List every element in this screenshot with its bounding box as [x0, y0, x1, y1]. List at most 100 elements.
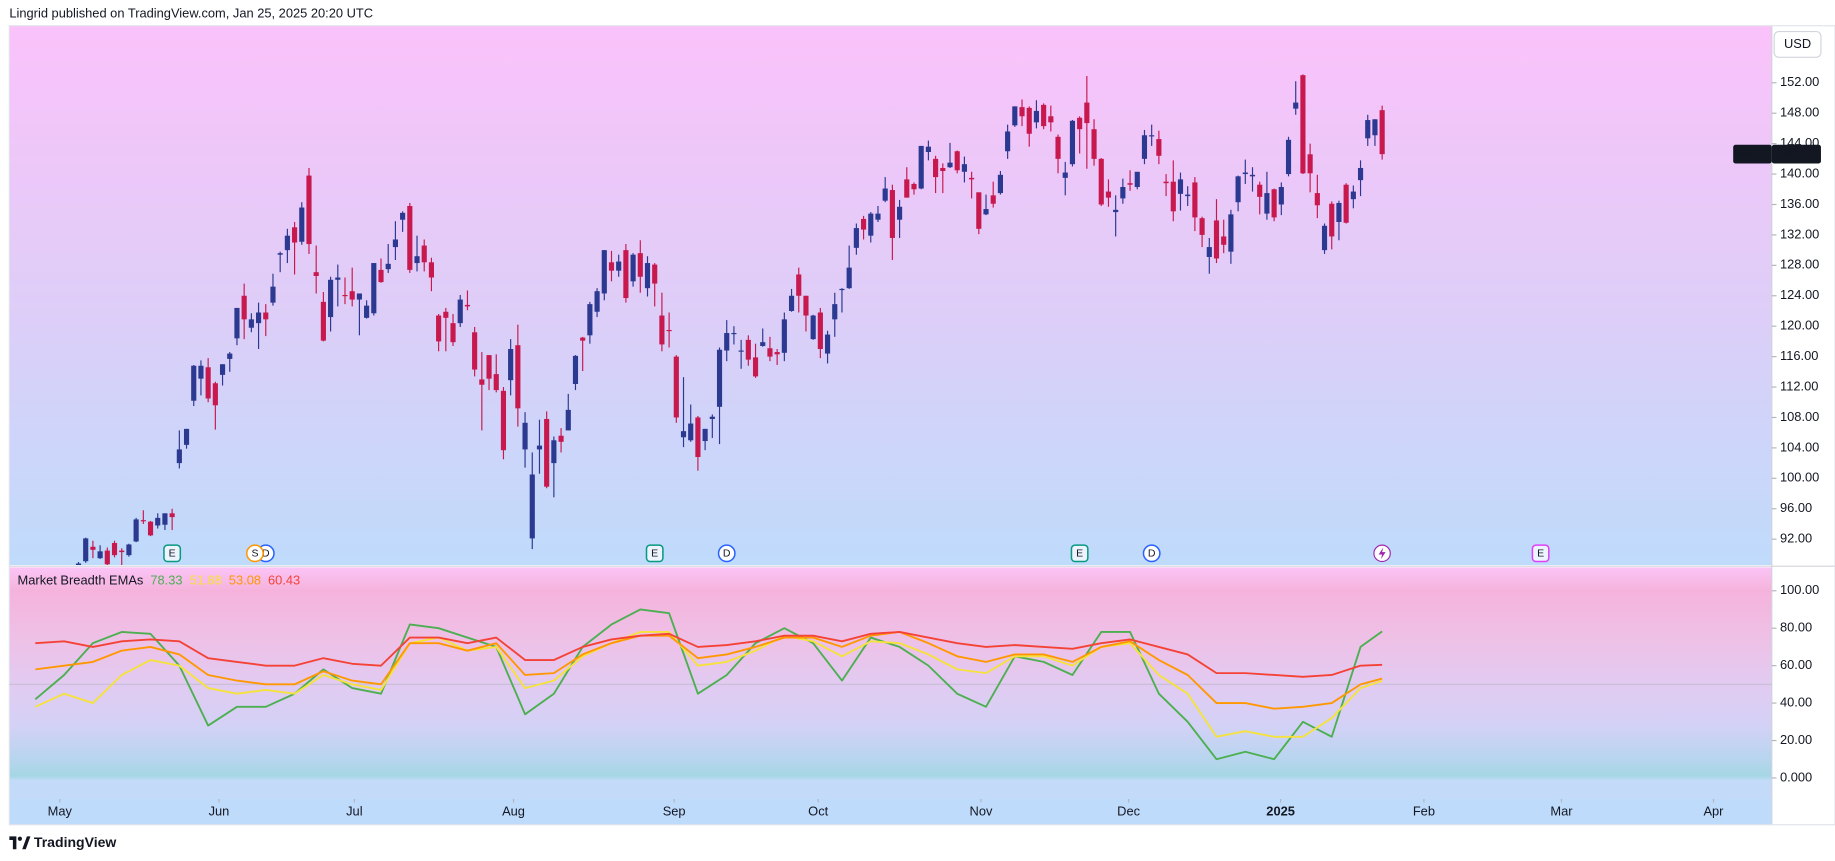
y-tick-label: 96.00 [1780, 500, 1812, 515]
candle-body [558, 435, 564, 442]
candle-body [104, 550, 110, 565]
candle-body [1156, 139, 1162, 156]
candle-body [270, 286, 276, 303]
candle-body [1084, 102, 1090, 124]
candle-body [997, 174, 1003, 194]
candle-body [522, 422, 528, 450]
candle-body [162, 513, 168, 525]
x-tick-label: Nov [970, 803, 993, 818]
last-price-badge [1771, 144, 1821, 164]
y-tick-label: 116.00 [1780, 348, 1818, 363]
candle-body [659, 315, 665, 345]
candle-body [1019, 107, 1025, 117]
candle-body [1062, 172, 1068, 178]
candle-body [392, 239, 398, 248]
candle-body [75, 563, 82, 566]
candle-body [1264, 193, 1270, 214]
candle-body [263, 312, 269, 320]
candle-body [587, 304, 593, 336]
candle-body [1293, 102, 1299, 109]
candle-body [97, 551, 103, 559]
symbol-label: NVDA [1735, 146, 1771, 161]
candle-body [1177, 179, 1184, 194]
candle-body [796, 274, 802, 296]
candle-body [1350, 191, 1356, 200]
candle-body [976, 192, 982, 229]
lightning-marker [1373, 544, 1391, 563]
candle-body [342, 295, 348, 297]
y-tick-label: 100.00 [1780, 470, 1819, 485]
candle-body [1048, 116, 1054, 123]
candle-body [536, 445, 543, 450]
x-tick-label: May [48, 803, 73, 818]
candle-body [1307, 154, 1313, 174]
candle-body [119, 550, 125, 553]
candle-body [349, 291, 355, 300]
candle-body [954, 151, 960, 171]
candle-body [616, 261, 622, 271]
candle-body [500, 390, 507, 451]
candle-body [313, 272, 319, 276]
event-label: E [651, 548, 658, 560]
candle-body [608, 262, 615, 271]
candle-body [407, 206, 413, 270]
ema-line [35, 631, 1383, 678]
x-tick-label: Feb [1413, 803, 1435, 818]
event-marker [717, 544, 736, 563]
indicator-pane [9, 567, 1772, 799]
candle-body [1257, 184, 1263, 197]
candle-body [1033, 110, 1040, 123]
candle-body [580, 337, 586, 341]
candle-body [140, 520, 146, 522]
candle-body [788, 295, 795, 311]
brand-logo [9, 836, 31, 850]
x-tick-label: Dec [1117, 803, 1140, 818]
candle-body [1192, 182, 1198, 218]
indicator-value: 51.88 [190, 573, 222, 588]
candle-body [1336, 202, 1342, 222]
candle-body [933, 158, 939, 178]
lightning-bolt [1378, 547, 1386, 560]
symbol-badge [1733, 144, 1772, 164]
y-tick-label: 120.00 [1780, 318, 1819, 333]
candle-body [227, 353, 233, 359]
event-label: S [251, 548, 258, 560]
candle-body [328, 279, 334, 318]
candle-body [810, 315, 816, 340]
y-tick-label: 108.00 [1780, 409, 1819, 424]
candle-body [90, 546, 96, 550]
time-axis [9, 798, 1772, 825]
candle-body [860, 218, 867, 230]
candle-body [284, 235, 290, 251]
candle-body [306, 175, 312, 245]
candle-body [572, 355, 579, 384]
candle-body [1091, 129, 1097, 159]
candle-body [911, 183, 917, 190]
candle-body [990, 195, 996, 204]
y-tick-label: 92.00 [1780, 531, 1812, 546]
candle-body [832, 304, 838, 320]
candle-body [551, 440, 557, 464]
event-marker [1070, 544, 1089, 563]
candle-body [508, 349, 514, 381]
candle-body [752, 357, 759, 377]
y-tick-label: 152.00 [1780, 74, 1819, 89]
candle-body [205, 367, 211, 399]
candle-body [983, 209, 989, 215]
candle-body [248, 319, 254, 328]
brand-name: TradingView [34, 834, 116, 850]
candle-body [436, 315, 442, 342]
candle-body [277, 253, 283, 255]
candle-body [731, 333, 737, 335]
candle-body [493, 374, 499, 391]
logo-dot [17, 836, 23, 841]
candle-body [212, 383, 218, 406]
candle-body [623, 250, 629, 299]
candle-body [1105, 191, 1112, 198]
candle-body [1357, 167, 1364, 181]
candle-body [1285, 139, 1292, 175]
candle-body [565, 409, 571, 431]
candle-body [889, 190, 895, 238]
currency-button[interactable] [1773, 31, 1822, 58]
y-tick-label: 0.000 [1780, 769, 1812, 784]
